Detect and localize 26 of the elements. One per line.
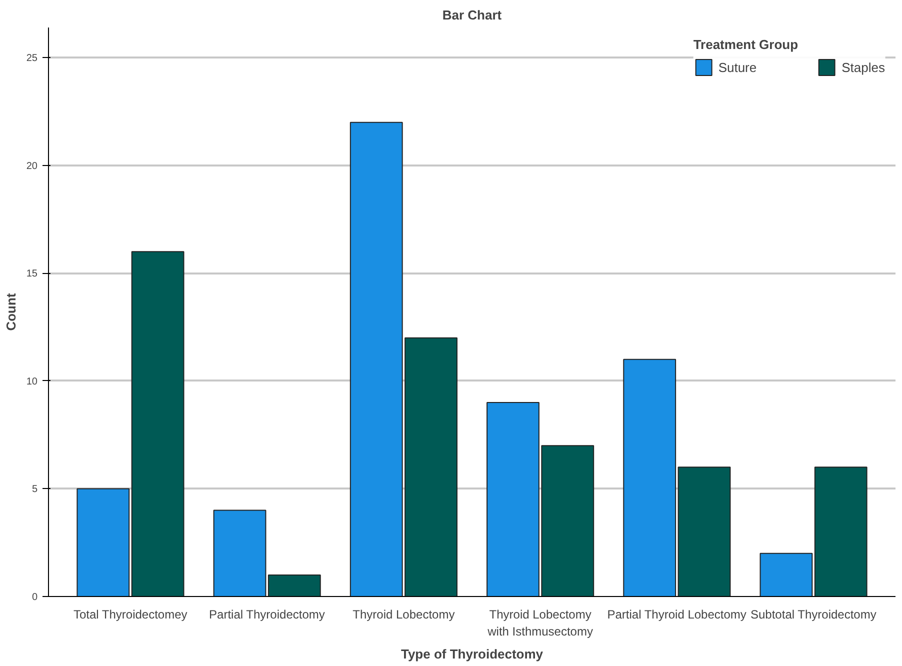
bar [76,488,130,596]
y-axis-title: Count [3,292,18,331]
y-tick-label: 0 [32,592,38,603]
x-tick-label: Subtotal Thyroidectomy [750,608,876,622]
legend-label: Staples [842,60,885,74]
bar [268,574,321,596]
x-tick-label: Thyroid Lobectomy with Isthmusectomy [486,608,593,638]
y-tick-label: 10 [26,376,38,388]
bar [814,466,868,596]
y-tick-label: 25 [26,53,38,64]
legend-title: Treatment Group [693,37,800,52]
x-tick-label: Thyroid Lobectomy [352,608,455,622]
bar [131,251,184,596]
bar [623,358,676,596]
x-tick-label: Total Thyroidectomey [73,608,188,622]
y-tick-label: 20 [26,160,38,172]
x-axis-title: Type of Thyroidectomy [400,646,544,662]
x-tick-label: Partial Thyroidectomy [209,608,325,622]
bar [213,510,266,596]
legend-label: Suture [718,60,757,74]
chart-title: Bar Chart [442,8,502,22]
bar [760,552,813,596]
y-tick-label: 15 [26,268,38,280]
y-tick-label: 5 [32,484,38,496]
bar [678,466,731,596]
x-tick-label: Partial Thyroid Lobectomy [607,608,746,622]
